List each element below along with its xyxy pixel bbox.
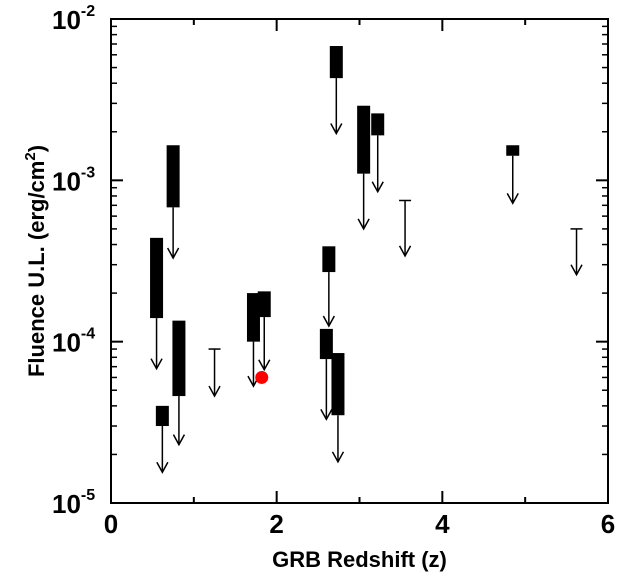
upper-limit xyxy=(150,237,164,371)
upper-limit xyxy=(322,246,336,328)
x-axis-title: GRB Redshift (z) xyxy=(272,547,447,572)
upper-limit xyxy=(357,105,371,231)
y-tick-labels: 10-5 10-4 10-3 10-2 xyxy=(52,3,95,519)
upper-limit xyxy=(371,113,385,194)
upper-limit-range-bar xyxy=(172,320,186,397)
y-tick-label: 10-3 xyxy=(52,164,95,196)
upper-limit-range-bar xyxy=(331,353,345,416)
upper-limit-arrowhead xyxy=(258,359,271,372)
upper-limit-range-bar xyxy=(371,113,385,136)
upper-limit-arrowhead xyxy=(330,123,343,136)
y-axis-title: Fluence U.L. (erg/cm2) xyxy=(22,145,49,377)
upper-limit-range-bar xyxy=(257,291,271,318)
x-tick-label: 0 xyxy=(104,509,118,539)
upper-limit-arrowhead xyxy=(371,181,384,194)
upper-limit xyxy=(329,46,343,136)
plot-frame xyxy=(110,18,609,504)
upper-limit xyxy=(246,293,260,388)
upper-limit-arrowhead xyxy=(172,434,186,447)
upper-limit-range-bar xyxy=(319,328,333,360)
upper-limit-arrowhead xyxy=(398,245,412,258)
upper-limit-arrowhead xyxy=(208,385,221,398)
upper-limit-arrowhead xyxy=(150,358,163,371)
upper-limit-range-bar xyxy=(329,46,343,79)
x-tick-label: 6 xyxy=(601,509,615,539)
upper-limit-arrowhead xyxy=(331,451,345,464)
upper-limit xyxy=(331,353,345,464)
upper-limit-arrowhead xyxy=(570,264,583,277)
upper-limit xyxy=(172,320,186,447)
y-axis-title-main: Fluence U.L. (erg/cm xyxy=(24,161,49,377)
upper-limit-arrowhead xyxy=(166,247,180,260)
upper-limit-arrowhead xyxy=(320,408,333,421)
upper-limit xyxy=(398,199,412,258)
upper-limit-arrowhead xyxy=(322,315,336,328)
y-axis-title-superscript: 2 xyxy=(22,152,39,160)
upper-limit-range-bar xyxy=(357,105,371,174)
upper-limit-range-bar xyxy=(155,405,169,427)
detection-point xyxy=(255,370,269,384)
x-tick-label: 4 xyxy=(435,509,450,539)
data-marks xyxy=(150,46,583,474)
y-axis-title-close: ) xyxy=(24,145,49,152)
upper-limit xyxy=(155,405,169,474)
upper-limit-range-bar xyxy=(150,237,164,319)
upper-limit xyxy=(257,291,271,372)
upper-limit-range-bar xyxy=(246,293,260,342)
upper-limit xyxy=(319,328,333,421)
upper-limit xyxy=(506,145,520,205)
upper-limit-arrowhead xyxy=(156,461,169,474)
upper-limit-range-bar xyxy=(322,246,336,273)
y-tick-label: 10-4 xyxy=(52,326,95,358)
upper-limit-arrowhead xyxy=(357,218,370,231)
upper-limit-range-bar xyxy=(166,145,180,208)
y-tick-label: 10-2 xyxy=(52,3,95,35)
upper-limit xyxy=(166,145,180,260)
upper-limit xyxy=(208,348,221,398)
x-tick-label: 2 xyxy=(269,509,283,539)
upper-limit-range-bar xyxy=(506,145,520,156)
upper-limit-arrowhead xyxy=(506,192,519,205)
upper-limit xyxy=(570,228,583,277)
y-tick-label: 10-5 xyxy=(52,487,95,519)
axis-ticks xyxy=(110,18,609,504)
x-tick-labels: 0 2 4 6 xyxy=(104,509,615,539)
